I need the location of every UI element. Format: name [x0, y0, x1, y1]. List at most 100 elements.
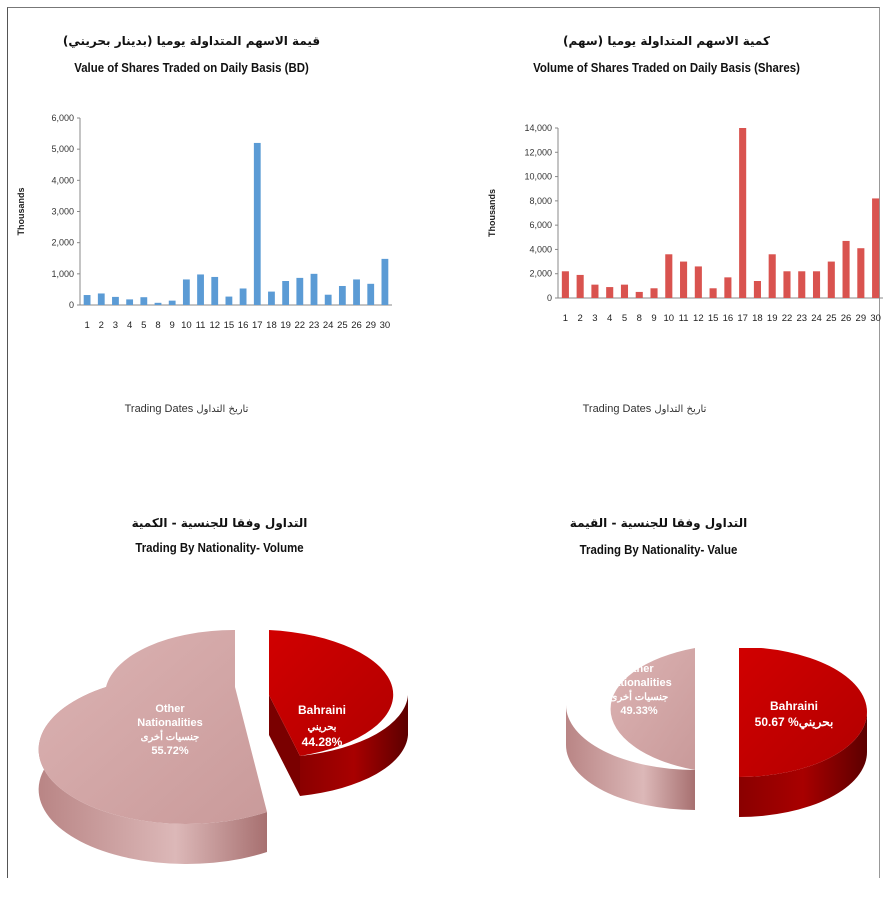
value-x-tick-label: 3 — [113, 320, 118, 331]
volume-bar — [635, 291, 643, 298]
value-bar — [381, 258, 389, 305]
value-x-tick-label: 16 — [238, 320, 249, 331]
volume-bar — [606, 287, 614, 298]
dates-label-english: Trading Dates — [124, 403, 194, 415]
volume-pie-title: Trading By Nationality- Volume — [135, 540, 304, 555]
other-slice — [38, 630, 267, 824]
volume-x-tick-label: 24 — [811, 313, 822, 324]
volume-pie-title-arabic: التداول وفقا للجنسية - الكمية — [131, 516, 308, 530]
value-x-tick-label: 9 — [170, 320, 175, 331]
volume-x-tick-label: 22 — [782, 313, 793, 324]
value-y-tick-label: 2,000 — [51, 238, 74, 248]
value-y-tick-label: 5,000 — [51, 144, 74, 154]
value-x-tick-label: 30 — [380, 320, 391, 331]
bahraini-slice — [739, 648, 867, 777]
volume-bar — [812, 271, 821, 298]
value-bar — [324, 294, 332, 305]
value-y-tick-label: 6,000 — [51, 113, 74, 123]
volume-bar — [783, 271, 791, 298]
volume-x-tick-label: 19 — [767, 313, 778, 324]
value-x-tick-label: 18 — [266, 320, 277, 331]
volume-x-tick-label: 8 — [637, 313, 642, 324]
volume-y-tick-label: 14,000 — [524, 123, 552, 133]
value-dates-label: Trading Dates تاريخ التداول — [0, 403, 408, 415]
value-y-tick-label: 4,000 — [51, 175, 74, 185]
volume-dates-label: Trading Dates تاريخ التداول — [423, 403, 866, 415]
volume-x-tick-label: 9 — [651, 313, 656, 324]
volume-y-tick-label: 2,000 — [529, 269, 552, 279]
value-y-axis-title: Thousands — [16, 187, 26, 235]
value-bar — [211, 276, 219, 305]
dates-label-arabic: تاريخ التداول — [196, 404, 249, 415]
value-x-tick-label: 25 — [337, 320, 348, 331]
value-x-tick-label: 29 — [365, 320, 376, 331]
volume-x-tick-label: 26 — [841, 313, 852, 324]
value-pie-panel: التداول وفقا للجنسية - القيمة Trading By… — [443, 440, 886, 885]
value-bar — [126, 299, 134, 305]
volume-x-tick-label: 11 — [679, 313, 689, 324]
value-pie-title-arabic: التداول وفقا للجنسية - القيمة — [569, 516, 748, 530]
volume-x-tick-label: 3 — [592, 313, 597, 324]
volume-x-tick-label: 5 — [622, 313, 627, 324]
value-x-tick-label: 12 — [209, 320, 220, 331]
value-bar-chart: 0 1,000 2,000 3,000 4,000 5,000 6,000 Thousands… — [16, 113, 392, 331]
volume-x-tick-label: 10 — [664, 313, 675, 324]
volume-bar — [724, 277, 732, 298]
value-x-tick-label: 19 — [280, 320, 291, 331]
value-pie-chart: Other Nationalities جنسيات أخرى 49.33% B… — [566, 648, 867, 817]
volume-bar — [576, 274, 584, 298]
other-label-ar: جنسيات أخرى — [610, 690, 669, 703]
other-label-en-1: Other — [624, 663, 654, 675]
volume-x-tick-label: 12 — [693, 313, 704, 324]
volume-bar — [709, 288, 717, 298]
volume-bar — [680, 261, 688, 298]
volume-bar — [827, 261, 835, 298]
value-bar — [353, 279, 360, 305]
volume-bar — [561, 271, 569, 298]
value-chart-title-arabic: قيمة الاسهم المتداولة يوميا (بدينار بحري… — [62, 34, 321, 48]
value-x-tick-label: 8 — [155, 320, 160, 331]
volume-x-tick-label: 29 — [856, 313, 867, 324]
volume-y-tick-label: 4,000 — [529, 244, 552, 254]
dates-label-arabic: تاريخ التداول — [654, 404, 707, 415]
volume-bar — [842, 240, 850, 298]
other-slice-side — [566, 705, 695, 810]
value-x-tick-label: 26 — [351, 320, 362, 331]
value-y-tick-label: 3,000 — [51, 207, 74, 217]
other-percent: 55.72% — [151, 745, 189, 757]
volume-chart-title: Volume of Shares Traded on Daily Basis (… — [533, 60, 800, 75]
other-slice-side — [38, 687, 267, 865]
volume-x-tick-label: 17 — [737, 313, 748, 324]
other-slice — [610, 648, 695, 770]
value-x-tick-label: 17 — [252, 320, 263, 331]
bahraini-label-en: Bahraini — [298, 703, 346, 717]
value-bar — [97, 293, 105, 305]
volume-x-tick-label: 15 — [708, 313, 719, 324]
value-x-tick-label: 4 — [127, 320, 132, 331]
value-bar — [310, 273, 318, 305]
volume-x-tick-label: 18 — [752, 313, 763, 324]
volume-y-axis-title: Thousands — [487, 189, 497, 237]
value-x-tick-label: 10 — [181, 320, 192, 331]
value-bar — [112, 296, 119, 305]
volume-y-tick-label: 10,000 — [524, 172, 552, 182]
value-x-tick-label: 1 — [84, 320, 89, 331]
bahraini-label-en: Bahraini — [770, 699, 818, 713]
volume-y-tick-label: 12,000 — [524, 147, 552, 157]
volume-pie-chart: Other Nationalities جنسيات أخرى 55.72% B… — [38, 630, 408, 865]
volume-bar — [798, 271, 806, 298]
volume-bar — [694, 266, 702, 298]
bahraini-slice-side-front — [269, 695, 300, 796]
volume-bar — [768, 254, 776, 298]
other-label-en-1: Other — [155, 703, 185, 715]
other-label-en-2: Nationalities — [606, 677, 671, 689]
value-bar — [140, 297, 148, 305]
value-x-tick-label: 23 — [309, 320, 320, 331]
volume-x-tick-label: 23 — [796, 313, 807, 324]
value-chart-title: Value of Shares Traded on Daily Basis (B… — [74, 60, 309, 75]
value-y-tick-label: 0 — [69, 300, 74, 310]
volume-bar — [665, 254, 673, 298]
bahraini-slice-side-right — [300, 695, 408, 796]
value-bar — [83, 295, 91, 305]
value-bar — [168, 300, 176, 305]
